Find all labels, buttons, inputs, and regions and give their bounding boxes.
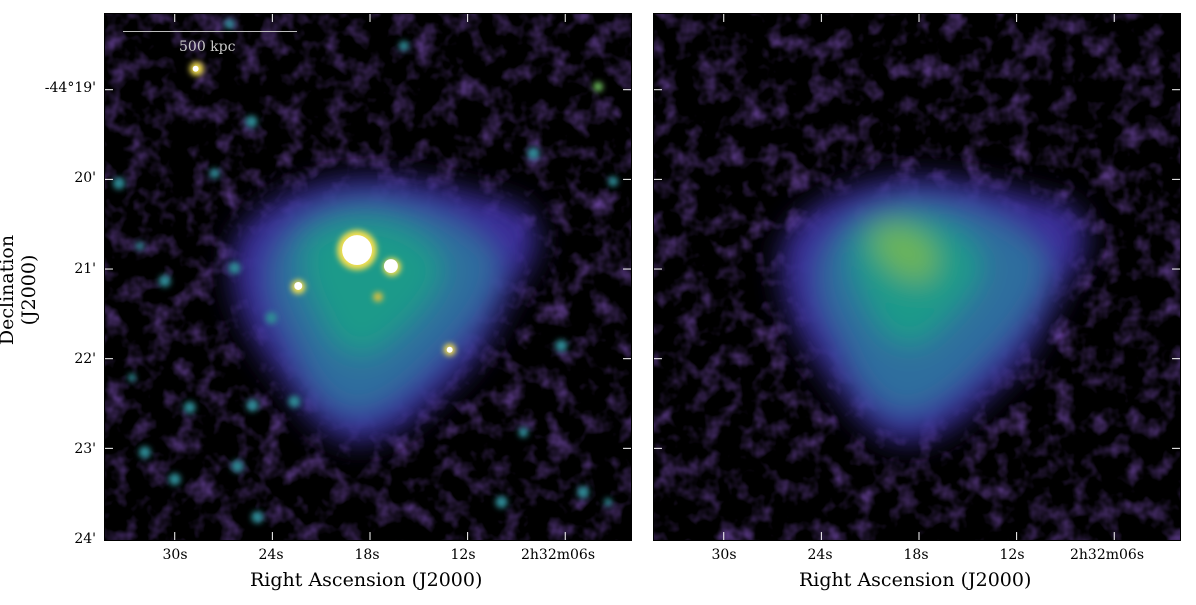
x-axis-title-left: Right Ascension (J2000)	[250, 569, 483, 591]
xray-image-right	[654, 14, 1180, 540]
y-axis-title: Declination (J2000)	[0, 234, 40, 346]
scale-bar-label: 500 kpc	[179, 39, 236, 55]
x-tick-label-left-24s: 24s	[258, 547, 284, 563]
y-tick-label-19: -44°19'	[44, 80, 96, 96]
xray-image-left	[105, 14, 631, 540]
y-tick-label-24: 24'	[74, 531, 96, 547]
x-tick-label-left-30s: 30s	[162, 547, 188, 563]
y-tick-label-20: 20'	[74, 170, 96, 186]
y-tick-label-21: 21'	[74, 261, 96, 277]
x-tick-label-right-12s: 12s	[999, 547, 1025, 563]
x-tick-label-right-18s: 18s	[903, 547, 929, 563]
scale-bar	[123, 31, 297, 32]
x-tick-label-left-18s: 18s	[354, 547, 380, 563]
x-tick-label-left-12s: 12s	[450, 547, 476, 563]
x-tick-label-right-30s: 30s	[711, 547, 737, 563]
x-tick-label-right-24s: 24s	[807, 547, 833, 563]
y-tick-label-22: 22'	[74, 351, 96, 367]
image-panel-left: 500 kpc	[104, 13, 632, 541]
x-tick-label-left-06s: 2h32m06s	[520, 547, 595, 563]
x-tick-label-right-06s: 2h32m06s	[1069, 547, 1144, 563]
image-panel-right	[653, 13, 1181, 541]
y-tick-label-23: 23'	[74, 441, 96, 457]
x-axis-title-right: Right Ascension (J2000)	[799, 569, 1032, 591]
